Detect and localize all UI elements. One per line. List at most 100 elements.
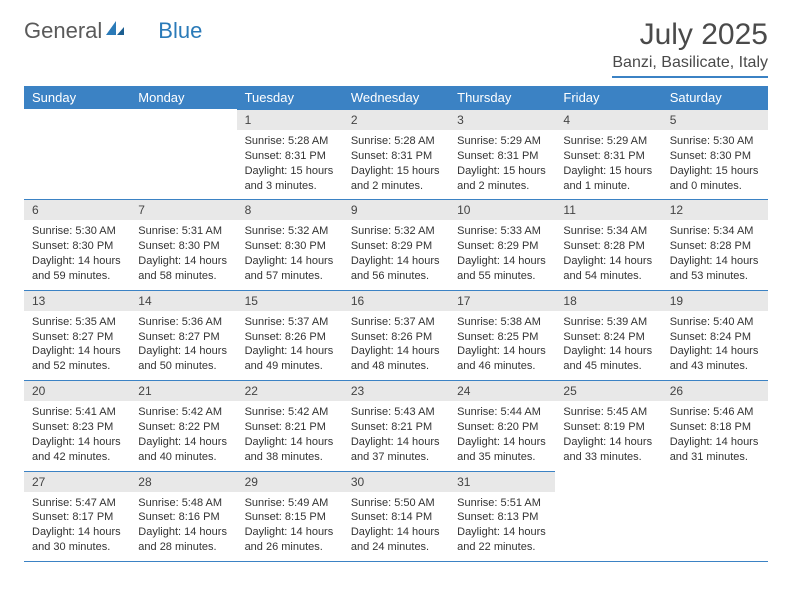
day-details: Sunrise: 5:35 AMSunset: 8:27 PMDaylight:… bbox=[24, 311, 130, 380]
sunrise: Sunrise: 5:40 AM bbox=[670, 315, 760, 330]
daylight: Daylight: 15 hours and 2 minutes. bbox=[457, 164, 547, 194]
calendar-day-cell: 28Sunrise: 5:48 AMSunset: 8:16 PMDayligh… bbox=[130, 471, 236, 562]
day-number: 12 bbox=[662, 199, 768, 220]
calendar-day-cell: 10Sunrise: 5:33 AMSunset: 8:29 PMDayligh… bbox=[449, 199, 555, 289]
sunrise: Sunrise: 5:51 AM bbox=[457, 496, 547, 511]
sunset: Sunset: 8:23 PM bbox=[32, 420, 122, 435]
daylight: Daylight: 14 hours and 22 minutes. bbox=[457, 525, 547, 555]
calendar-day-cell: 27Sunrise: 5:47 AMSunset: 8:17 PMDayligh… bbox=[24, 471, 130, 562]
sunset: Sunset: 8:30 PM bbox=[245, 239, 335, 254]
sunset: Sunset: 8:21 PM bbox=[351, 420, 441, 435]
sunset: Sunset: 8:21 PM bbox=[245, 420, 335, 435]
day-number: 25 bbox=[555, 380, 661, 401]
sunset: Sunset: 8:30 PM bbox=[138, 239, 228, 254]
day-details: Sunrise: 5:32 AMSunset: 8:29 PMDaylight:… bbox=[343, 220, 449, 289]
sunset: Sunset: 8:31 PM bbox=[563, 149, 653, 164]
weekday-header: Thursday bbox=[449, 86, 555, 109]
calendar-day-cell: 13Sunrise: 5:35 AMSunset: 8:27 PMDayligh… bbox=[24, 290, 130, 380]
day-details: Sunrise: 5:36 AMSunset: 8:27 PMDaylight:… bbox=[130, 311, 236, 380]
sunrise: Sunrise: 5:37 AM bbox=[245, 315, 335, 330]
calendar-day-cell: 9Sunrise: 5:32 AMSunset: 8:29 PMDaylight… bbox=[343, 199, 449, 289]
daylight: Daylight: 14 hours and 38 minutes. bbox=[245, 435, 335, 465]
sunset: Sunset: 8:27 PM bbox=[32, 330, 122, 345]
sunrise: Sunrise: 5:49 AM bbox=[245, 496, 335, 511]
day-details: Sunrise: 5:50 AMSunset: 8:14 PMDaylight:… bbox=[343, 492, 449, 561]
sunrise: Sunrise: 5:37 AM bbox=[351, 315, 441, 330]
daylight: Daylight: 14 hours and 54 minutes. bbox=[563, 254, 653, 284]
sunset: Sunset: 8:28 PM bbox=[563, 239, 653, 254]
weekday-header: Wednesday bbox=[343, 86, 449, 109]
sunset: Sunset: 8:14 PM bbox=[351, 510, 441, 525]
day-number: 8 bbox=[237, 199, 343, 220]
day-details: Sunrise: 5:28 AMSunset: 8:31 PMDaylight:… bbox=[237, 130, 343, 199]
sunrise: Sunrise: 5:32 AM bbox=[245, 224, 335, 239]
day-details: Sunrise: 5:51 AMSunset: 8:13 PMDaylight:… bbox=[449, 492, 555, 561]
day-number: 5 bbox=[662, 109, 768, 130]
day-number: 10 bbox=[449, 199, 555, 220]
title-underline bbox=[612, 76, 768, 78]
sunrise: Sunrise: 5:28 AM bbox=[245, 134, 335, 149]
day-number: 13 bbox=[24, 290, 130, 311]
day-number: 14 bbox=[130, 290, 236, 311]
calendar-day-cell: 3Sunrise: 5:29 AMSunset: 8:31 PMDaylight… bbox=[449, 109, 555, 199]
sunset: Sunset: 8:15 PM bbox=[245, 510, 335, 525]
day-details: Sunrise: 5:43 AMSunset: 8:21 PMDaylight:… bbox=[343, 401, 449, 470]
day-number: 7 bbox=[130, 199, 236, 220]
calendar-week-row: 1Sunrise: 5:28 AMSunset: 8:31 PMDaylight… bbox=[24, 109, 768, 199]
sunrise: Sunrise: 5:36 AM bbox=[138, 315, 228, 330]
calendar-day-cell: 20Sunrise: 5:41 AMSunset: 8:23 PMDayligh… bbox=[24, 380, 130, 470]
day-number: 6 bbox=[24, 199, 130, 220]
sunset: Sunset: 8:31 PM bbox=[457, 149, 547, 164]
day-details: Sunrise: 5:31 AMSunset: 8:30 PMDaylight:… bbox=[130, 220, 236, 289]
daylight: Daylight: 14 hours and 52 minutes. bbox=[32, 344, 122, 374]
daylight: Daylight: 14 hours and 45 minutes. bbox=[563, 344, 653, 374]
daylight: Daylight: 14 hours and 35 minutes. bbox=[457, 435, 547, 465]
calendar-table: Sunday Monday Tuesday Wednesday Thursday… bbox=[24, 86, 768, 562]
calendar-day-cell: 17Sunrise: 5:38 AMSunset: 8:25 PMDayligh… bbox=[449, 290, 555, 380]
day-number: 19 bbox=[662, 290, 768, 311]
daylight: Daylight: 14 hours and 37 minutes. bbox=[351, 435, 441, 465]
sunrise: Sunrise: 5:45 AM bbox=[563, 405, 653, 420]
sunrise: Sunrise: 5:48 AM bbox=[138, 496, 228, 511]
calendar-day-cell: 5Sunrise: 5:30 AMSunset: 8:30 PMDaylight… bbox=[662, 109, 768, 199]
sunrise: Sunrise: 5:29 AM bbox=[563, 134, 653, 149]
month-title: July 2025 bbox=[612, 18, 768, 52]
calendar-day-cell: 19 Sunrise: 5:40 AMSunset: 8:24 PMDayligh… bbox=[662, 290, 768, 380]
sunrise: Sunrise: 5:35 AM bbox=[32, 315, 122, 330]
day-number: 27 bbox=[24, 471, 130, 492]
sunset: Sunset: 8:26 PM bbox=[245, 330, 335, 345]
day-number: 26 bbox=[662, 380, 768, 401]
daylight: Daylight: 14 hours and 42 minutes. bbox=[32, 435, 122, 465]
day-number: 11 bbox=[555, 199, 661, 220]
sunrise: Sunrise: 5:38 AM bbox=[457, 315, 547, 330]
sunset: Sunset: 8:31 PM bbox=[351, 149, 441, 164]
calendar-day-cell: 11Sunrise: 5:34 AMSunset: 8:28 PMDayligh… bbox=[555, 199, 661, 289]
daylight: Daylight: 14 hours and 53 minutes. bbox=[670, 254, 760, 284]
calendar-week-row: 27Sunrise: 5:47 AMSunset: 8:17 PMDayligh… bbox=[24, 471, 768, 562]
day-details: Sunrise: 5:37 AMSunset: 8:26 PMDaylight:… bbox=[343, 311, 449, 380]
calendar-week-row: 20Sunrise: 5:41 AMSunset: 8:23 PMDayligh… bbox=[24, 380, 768, 470]
day-number: 23 bbox=[343, 380, 449, 401]
calendar-day-cell: 25Sunrise: 5:45 AMSunset: 8:19 PMDayligh… bbox=[555, 380, 661, 470]
daylight: Daylight: 14 hours and 33 minutes. bbox=[563, 435, 653, 465]
day-details: Sunrise: 5:44 AMSunset: 8:20 PMDaylight:… bbox=[449, 401, 555, 470]
location: Banzi, Basilicate, Italy bbox=[612, 54, 768, 72]
sunrise: Sunrise: 5:33 AM bbox=[457, 224, 547, 239]
sunrise: Sunrise: 5:50 AM bbox=[351, 496, 441, 511]
sunrise: Sunrise: 5:44 AM bbox=[457, 405, 547, 420]
daylight: Daylight: 14 hours and 30 minutes. bbox=[32, 525, 122, 555]
calendar-day-cell: 7Sunrise: 5:31 AMSunset: 8:30 PMDaylight… bbox=[130, 199, 236, 289]
sunset: Sunset: 8:22 PM bbox=[138, 420, 228, 435]
day-details: Sunrise: 5:45 AMSunset: 8:19 PMDaylight:… bbox=[555, 401, 661, 470]
day-number: 16 bbox=[343, 290, 449, 311]
daylight: Daylight: 14 hours and 26 minutes. bbox=[245, 525, 335, 555]
day-number: 3 bbox=[449, 109, 555, 130]
daylight: Daylight: 14 hours and 43 minutes. bbox=[670, 344, 760, 374]
day-number: 28 bbox=[130, 471, 236, 492]
sunset: Sunset: 8:29 PM bbox=[351, 239, 441, 254]
daylight: Daylight: 14 hours and 50 minutes. bbox=[138, 344, 228, 374]
calendar-day-cell: 21Sunrise: 5:42 AMSunset: 8:22 PMDayligh… bbox=[130, 380, 236, 470]
logo: General Blue bbox=[24, 18, 202, 44]
sunset: Sunset: 8:24 PM bbox=[670, 330, 760, 345]
sunrise: Sunrise: 5:46 AM bbox=[670, 405, 760, 420]
